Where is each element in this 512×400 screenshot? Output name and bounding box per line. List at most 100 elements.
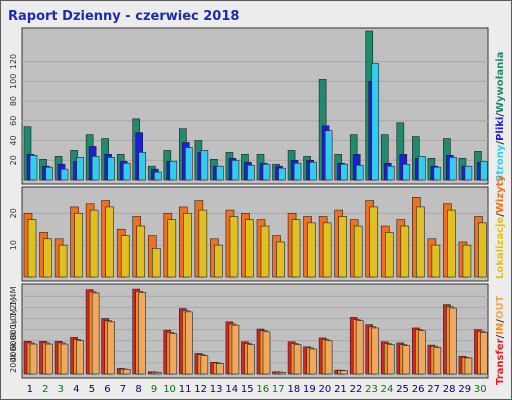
y-tick-label: 80 — [9, 96, 18, 106]
bar-traffic-out-day-15 — [247, 344, 255, 375]
bar-traffic-out-day-2 — [45, 343, 53, 375]
bar-hits-strony-day-9 — [153, 171, 162, 181]
legend-separator: / — [495, 319, 506, 323]
bar-traffic-out-day-17 — [278, 372, 286, 375]
chart-title: Raport Dzienny - czerwiec 2018 — [8, 9, 239, 24]
legend-entry-out: OUT — [495, 295, 506, 319]
bar-traffic-out-day-19 — [309, 348, 317, 375]
legend-entry-strony: Strony — [495, 144, 506, 182]
bar-traffic-out-day-9 — [153, 372, 162, 375]
legend-entry-wywołania: Wywołania — [495, 52, 506, 113]
chart-panels: 20 40 60 80 100 120 1020200k400k600k800k1,0M1,… — [9, 27, 489, 379]
bar-traffic-out-day-20 — [324, 340, 333, 375]
bar-visits-lokalizacje-day-23 — [369, 206, 379, 278]
bar-hits-strony-day-15 — [247, 164, 255, 181]
bar-hits-strony-day-4 — [76, 157, 84, 181]
legend-separator: / — [495, 113, 506, 117]
bar-visits-lokalizacje-day-5 — [89, 209, 99, 278]
bar-hits-strony-day-3 — [60, 168, 69, 181]
bar-visits-lokalizacje-day-20 — [322, 222, 332, 278]
bar-hits-strony-day-29 — [464, 165, 473, 181]
bar-hits-strony-day-17 — [278, 167, 286, 181]
bar-traffic-out-day-27 — [433, 347, 442, 375]
bar-traffic-out-day-21 — [340, 370, 348, 375]
day-label-20: 20 — [319, 384, 332, 395]
bar-traffic-out-day-6 — [107, 321, 115, 375]
bar-visits-lokalizacje-day-30 — [478, 222, 487, 278]
panel-visits: 10 20 — [9, 186, 489, 282]
day-label-4: 4 — [73, 384, 79, 395]
bar-hits-strony-day-21 — [340, 163, 348, 181]
bar-visits-lokalizacje-day-29 — [462, 244, 472, 278]
bar-hits-strony-day-24 — [386, 165, 395, 181]
bar-visits-lokalizacje-day-18 — [291, 219, 301, 278]
day-labels: 1 2 3 4 5 6 7 8 9 10 11 12 13 14 15 16 17 18 19 20 21 22 23 24 2… — [27, 384, 487, 395]
bar-visits-lokalizacje-day-8 — [136, 225, 146, 278]
day-label-25: 25 — [396, 384, 409, 395]
bar-hits-strony-day-6 — [107, 157, 115, 181]
legend-entry-in: IN — [495, 323, 506, 335]
legend-separator: / — [495, 141, 506, 145]
legend-entry-pliki: Pliki — [495, 117, 506, 141]
bar-visits-lokalizacje-day-27 — [431, 244, 441, 278]
bar-visits-lokalizacje-day-26 — [416, 206, 425, 278]
panel-traffic-background — [21, 283, 489, 379]
bar-hits-strony-day-7 — [122, 162, 131, 181]
day-label-18: 18 — [287, 384, 300, 395]
day-label-12: 12 — [194, 384, 207, 395]
legend-entry-wizyty: Wizyty — [495, 175, 506, 214]
bar-visits-lokalizacje-day-13 — [214, 244, 223, 278]
legend-group: Lokalizacje/Wizyty — [495, 175, 506, 279]
bar-hits-strony-day-30 — [480, 160, 488, 181]
bar-visits-lokalizacje-day-6 — [105, 206, 114, 278]
bar-visits-lokalizacje-day-1 — [27, 219, 37, 278]
day-label-26: 26 — [412, 384, 425, 395]
day-label-5: 5 — [89, 384, 95, 395]
bar-hits-strony-day-19 — [309, 161, 317, 181]
bar-traffic-out-day-5 — [91, 292, 100, 375]
day-label-16: 16 — [256, 384, 269, 395]
bar-visits-lokalizacje-day-28 — [447, 209, 456, 278]
legend-separator: / — [495, 213, 506, 217]
panel-visits-background — [21, 186, 489, 282]
bar-visits-lokalizacje-day-25 — [400, 225, 410, 278]
day-label-28: 28 — [443, 384, 456, 395]
bar-visits-lokalizacje-day-7 — [120, 235, 130, 278]
y-tick-label: 120 — [9, 54, 18, 69]
bar-hits-strony-day-2 — [45, 166, 53, 181]
bar-traffic-out-day-18 — [293, 344, 302, 375]
legend-entry-transfer: Transfer — [495, 338, 506, 385]
day-label-19: 19 — [303, 384, 316, 395]
y-tick-label: 40 — [9, 135, 18, 145]
bar-traffic-out-day-8 — [138, 292, 147, 375]
bar-hits-strony-day-28 — [449, 157, 457, 181]
y-tick-label: 800k — [9, 319, 18, 339]
bar-visits-lokalizacje-day-10 — [167, 219, 177, 278]
bar-traffic-out-day-23 — [371, 327, 380, 375]
bar-visits-lokalizacje-day-3 — [58, 244, 68, 278]
day-label-14: 14 — [225, 384, 238, 395]
bar-hits-strony-day-20 — [324, 130, 333, 181]
bar-hits-strony-day-12 — [200, 150, 209, 181]
bar-hits-strony-day-25 — [402, 163, 411, 181]
y-tick-label: 200k — [9, 353, 18, 373]
bar-hits-strony-day-1 — [29, 155, 38, 181]
bar-visits-lokalizacje-day-16 — [260, 225, 270, 278]
day-label-11: 11 — [179, 384, 192, 395]
y-tick-label: 100 — [9, 74, 18, 89]
bar-hits-strony-day-8 — [138, 152, 147, 181]
y-tick-label: 1,0M — [9, 309, 18, 329]
legend-separator: / — [495, 334, 506, 338]
y-tick-label: 20 — [9, 155, 18, 165]
bar-traffic-out-day-12 — [200, 355, 209, 375]
bar-hits-strony-day-16 — [262, 163, 271, 181]
day-label-30: 30 — [474, 384, 487, 395]
day-label-13: 13 — [210, 384, 223, 395]
y-tick-label: 400k — [9, 341, 18, 361]
day-label-15: 15 — [241, 384, 254, 395]
right-legend: Strony/Pliki/WywołaniaLokalizacje/Wizyty… — [495, 52, 506, 385]
y-tick-label: 60 — [9, 116, 18, 126]
bar-hits-strony-day-23 — [371, 63, 380, 181]
